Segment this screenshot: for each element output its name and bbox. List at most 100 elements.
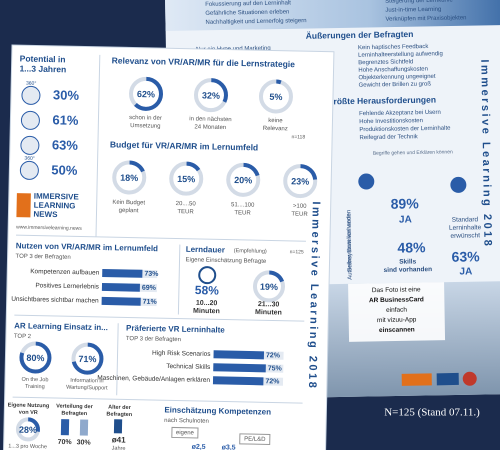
label: Hohe Anschaffungskosten — [358, 67, 428, 74]
label: TOP 2 — [14, 334, 32, 340]
person-icon — [79, 419, 89, 436]
donut-arc — [253, 270, 286, 303]
bar — [212, 376, 264, 386]
label: JA — [399, 214, 412, 225]
logo-text: NEWS — [33, 210, 58, 220]
label: TOP 3 der Befragten — [16, 254, 71, 261]
label: Eigene Einschätzung Befragte — [185, 257, 266, 265]
donut-value: 28% — [19, 425, 37, 435]
label: Kein Budget — [112, 200, 145, 207]
bar-value: 72% — [266, 352, 281, 359]
label: Größte Herausforderungen — [327, 95, 436, 107]
label: mit vizuu-App — [377, 316, 417, 324]
label: Gewicht der Brillen zu groß — [359, 81, 432, 88]
bar-label: Kompetenzen aufbauen — [30, 268, 100, 276]
label: Minuten — [255, 309, 282, 317]
donut-value: 5% — [269, 92, 282, 102]
logo-block — [436, 372, 459, 386]
icon — [358, 173, 375, 190]
bar-label: High Risk Scenarios — [152, 350, 211, 358]
potential-value: 50% — [51, 162, 78, 178]
front-poster: Potential in1...3 Jahren 360° 30% 61% 63% 360… — [2, 44, 335, 450]
back-photo-top — [165, 0, 500, 31]
label: On the Job — [21, 377, 48, 384]
label: Wartung/Support — [66, 385, 108, 392]
donut-arc — [112, 160, 147, 195]
bar-value: 69% — [142, 285, 157, 292]
label: n=125 — [290, 249, 304, 255]
donut-value: 71% — [78, 354, 96, 364]
icon — [20, 110, 40, 130]
bar-value: 75% — [268, 365, 283, 372]
bar — [102, 268, 143, 278]
logo-block — [401, 373, 432, 386]
icon — [21, 85, 41, 105]
label: Alter der — [108, 405, 132, 411]
label: Äußerungen der Befragten — [306, 29, 414, 41]
label: Immersive Learning 2018 — [478, 59, 493, 248]
ar-card-box — [348, 282, 446, 342]
icon — [19, 160, 39, 180]
label: TEUR — [291, 211, 308, 217]
label: 30% — [77, 439, 92, 446]
label: Budget für VR/AR/MR im Lernumfeld — [110, 139, 258, 152]
donut-arc — [169, 161, 204, 196]
tag-box — [239, 433, 271, 445]
bar-label: Technical Skills — [166, 363, 211, 371]
divider — [116, 323, 119, 396]
potential-value: 61% — [52, 112, 79, 128]
label: JA — [459, 266, 472, 277]
icon-label: 360° — [26, 81, 36, 87]
label: Skills — [399, 258, 416, 265]
label: ø2,5 — [192, 444, 206, 450]
tag-box — [171, 426, 199, 439]
label: geplant — [119, 208, 139, 214]
bar — [101, 282, 140, 292]
donut-arc — [258, 79, 293, 114]
label: schon in der — [129, 115, 162, 122]
label: Begriffe gehen und Erklären können — [373, 149, 453, 156]
label: 24 Monaten — [194, 124, 226, 131]
donut-value: 23% — [291, 176, 309, 186]
donut-value: 20% — [234, 175, 252, 185]
person-icon — [113, 419, 123, 434]
label: Just-in-time Learning — [385, 7, 441, 14]
divider — [12, 396, 303, 404]
label: Präferierte VR Lerninhalte — [126, 324, 225, 335]
person-icon — [60, 419, 70, 436]
label: Umsetzung — [130, 123, 160, 130]
label: PE/L&D — [244, 437, 266, 443]
donut-arc — [71, 342, 104, 375]
label: Standard — [452, 216, 479, 223]
caption: N=125 (Stand 07.11.) — [384, 407, 480, 419]
label: Lerndauer — [186, 245, 225, 255]
donut-arc — [226, 162, 261, 197]
label: Befragten — [106, 412, 132, 419]
bar — [213, 363, 266, 373]
divider — [177, 244, 181, 315]
label: erwünscht — [450, 232, 480, 240]
label: 1...3 pro Woche — [8, 443, 47, 450]
label: n=118 — [291, 134, 305, 140]
potential-value: 30% — [53, 87, 80, 103]
label: Potential in — [20, 53, 66, 64]
label: Steigerung der Lernkurve — [385, 0, 453, 5]
bar-value: 72% — [265, 378, 280, 385]
label: ø3,5 — [222, 444, 236, 450]
donut-arc — [129, 76, 164, 111]
donut-arc — [193, 78, 228, 113]
divider — [14, 314, 305, 322]
label: Nutzen von VR/AR/MR im Lernumfeld — [16, 241, 158, 253]
label: 58% — [195, 283, 220, 298]
label: Verteilung der — [56, 403, 94, 410]
icon-label: 360° — [24, 156, 34, 162]
label: Gefährliche Situationen erleben — [205, 9, 289, 16]
label: Immersive Learning 2018 — [306, 201, 322, 390]
label: Objekterkennung ungeeignet — [358, 74, 435, 81]
label: Hohe Investitionskosten — [359, 118, 423, 125]
label: Lerninhalteerstellung aufwendig — [358, 51, 443, 58]
label: keine — [268, 118, 283, 124]
label: >100 — [293, 203, 307, 209]
donut-value: 18% — [120, 173, 138, 183]
